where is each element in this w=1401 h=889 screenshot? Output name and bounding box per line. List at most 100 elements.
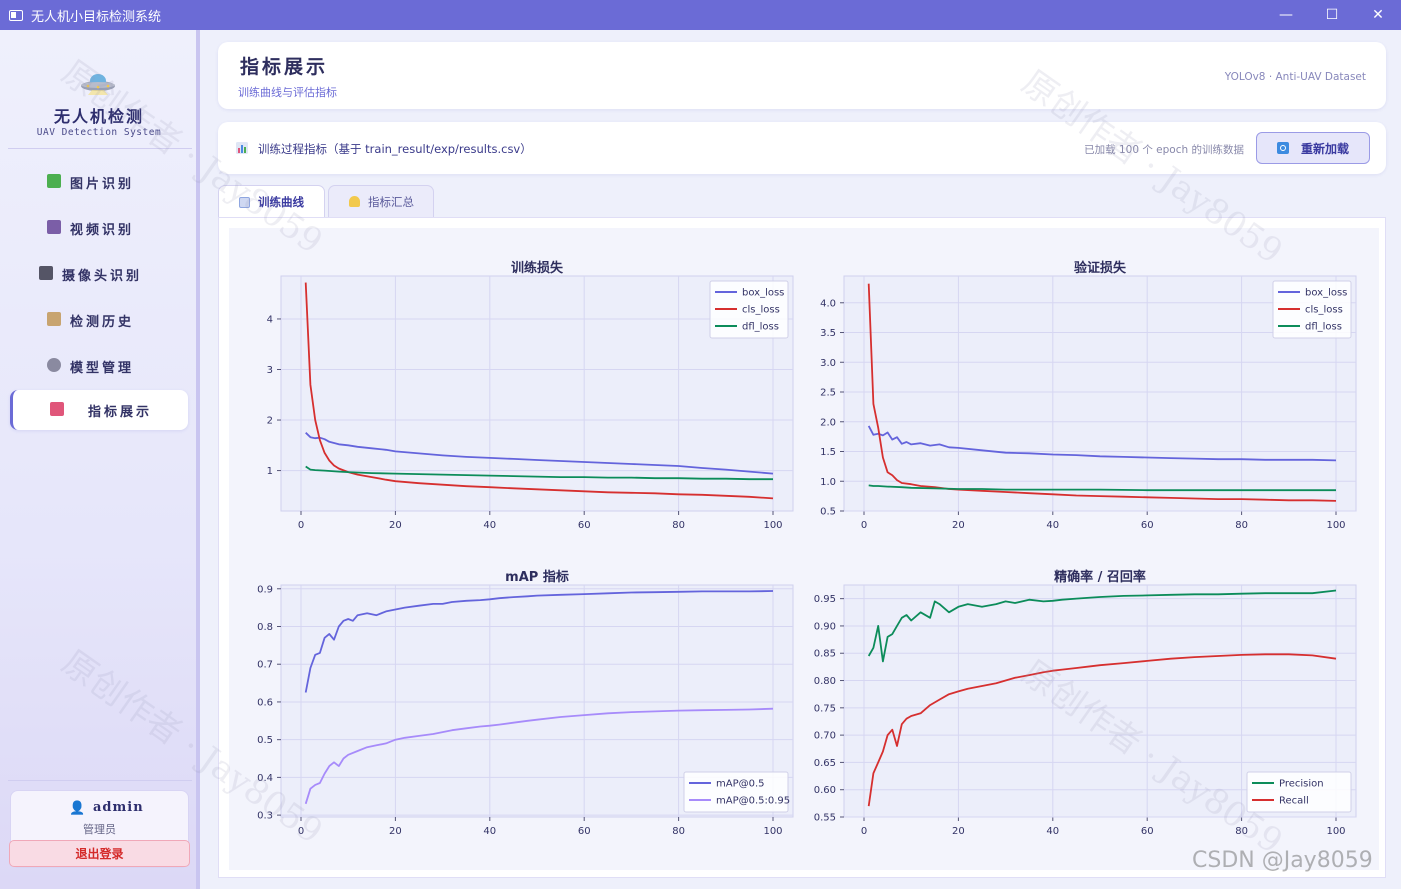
sidebar-item-history[interactable]: 检测历史 <box>10 300 188 340</box>
close-button[interactable]: ✕ <box>1372 7 1384 23</box>
legend-box <box>1272 280 1352 339</box>
series-line-Precision <box>867 589 1337 663</box>
sidebar: 无人机检测 UAV Detection System 图片识别 视频识别 摄像头… <box>0 30 200 889</box>
chart-title: 精确率 / 召回率 <box>1054 569 1146 585</box>
y-tick-label: 0.5 <box>257 735 273 746</box>
bar-chart-icon <box>50 402 64 416</box>
image-icon <box>47 174 61 188</box>
ufo-logo-icon <box>81 74 115 95</box>
x-tick-label: 80 <box>672 826 685 837</box>
toolbar-label: 训练过程指标（基于 train_result/exp/results.csv） <box>258 142 532 156</box>
y-tick-label: 0.8 <box>257 622 273 633</box>
chart-title: mAP 指标 <box>505 569 569 585</box>
x-tick-label: 60 <box>1141 826 1154 837</box>
y-tick-label: 0.95 <box>814 594 836 605</box>
y-tick-label: 2 <box>267 416 273 427</box>
series-line-dfl-loss <box>868 484 1336 492</box>
toolbar: 训练过程指标（基于 train_result/exp/results.csv） … <box>218 122 1386 174</box>
sidebar-item-model[interactable]: 模型管理 <box>10 346 188 386</box>
sidebar-item-label: 图片识别 <box>70 177 135 192</box>
chart-area: 0 20 40 60 80 100 1 2 3 4 训练损失 box_loss cls_loss dfl_… <box>229 228 1379 870</box>
x-tick-label: 0 <box>861 520 867 531</box>
legend-label: dfl_loss <box>1305 322 1342 333</box>
sidebar-item-image-detect[interactable]: 图片识别 <box>10 162 188 202</box>
tab-training-curves[interactable]: 训练曲线 <box>218 185 325 218</box>
sidebar-item-video-detect[interactable]: 视频识别 <box>10 208 188 248</box>
y-tick-label: 1 <box>267 466 273 477</box>
legend-label: box_loss <box>742 288 784 299</box>
y-tick-label: 3.0 <box>820 358 836 369</box>
y-tick-label: 2.0 <box>820 417 836 428</box>
legend-label: Precision <box>1279 779 1324 790</box>
x-tick-label: 20 <box>952 826 965 837</box>
legend-label: Recall <box>1279 796 1309 807</box>
x-tick-label: 60 <box>578 520 591 531</box>
reload-button[interactable]: 重新加载 <box>1256 132 1370 164</box>
camera-icon <box>39 266 53 280</box>
sidebar-item-label: 摄像头识别 <box>62 269 143 284</box>
chart-title: 验证损失 <box>1074 260 1127 276</box>
series-line-mAP-0-5-0-95 <box>304 707 774 805</box>
sidebar-item-metrics[interactable]: 指标展示 <box>10 390 188 430</box>
x-tick-label: 80 <box>1235 520 1248 531</box>
x-tick-label: 0 <box>861 826 867 837</box>
x-tick-label: 20 <box>952 520 965 531</box>
chart-title: 训练损失 <box>511 260 564 276</box>
y-tick-label: 0.5 <box>820 507 836 518</box>
legend-label: mAP@0.5 <box>716 779 765 790</box>
y-tick-label: 0.60 <box>814 785 836 796</box>
legend-label: mAP@0.5:0.95 <box>716 796 790 807</box>
legend-label: dfl_loss <box>742 322 779 333</box>
x-tick-label: 40 <box>483 826 496 837</box>
y-tick-label: 0.85 <box>814 649 836 660</box>
x-tick-label: 40 <box>1046 826 1059 837</box>
user-icon: 👤 <box>69 801 86 816</box>
tab-content: 0 20 40 60 80 100 1 2 3 4 训练损失 box_loss cls_loss dfl_… <box>218 217 1386 878</box>
maximize-button[interactable]: ☐ <box>1325 7 1339 23</box>
sidebar-item-label: 视频识别 <box>70 223 135 238</box>
bar-chart-icon <box>236 142 248 154</box>
page-title: 指标展示 <box>240 56 329 78</box>
x-tick-label: 80 <box>1235 826 1248 837</box>
logout-button[interactable]: 退出登录 <box>9 840 190 867</box>
tab-metrics-summary[interactable]: 指标汇总 <box>328 185 434 217</box>
trophy-icon <box>349 196 360 207</box>
x-tick-label: 20 <box>389 826 402 837</box>
model-dataset-label: YOLOv8 · Anti-UAV Dataset <box>1224 71 1366 83</box>
page-header: 指标展示 训练曲线与评估指标 YOLOv8 · Anti-UAV Dataset <box>218 42 1386 109</box>
csdn-watermark: CSDN @Jay8059 <box>1192 848 1373 873</box>
page-subtitle: 训练曲线与评估指标 <box>238 86 337 99</box>
legend-label: box_loss <box>1305 288 1347 299</box>
minimize-button[interactable]: — <box>1279 7 1293 23</box>
x-tick-label: 60 <box>578 826 591 837</box>
x-tick-label: 0 <box>298 826 304 837</box>
y-tick-label: 4 <box>267 314 273 325</box>
title-bar: 无人机小目标检测系统 — ☐ ✕ <box>0 0 1401 30</box>
sidebar-item-label: 模型管理 <box>70 361 135 376</box>
series-line-cls-loss <box>867 283 1337 502</box>
x-tick-label: 40 <box>1046 520 1059 531</box>
clipboard-icon <box>47 312 61 326</box>
x-tick-label: 100 <box>763 826 782 837</box>
app-subtitle: UAV Detection System <box>36 127 162 138</box>
y-tick-label: 0.90 <box>814 621 836 632</box>
x-tick-label: 80 <box>672 520 685 531</box>
legend-box <box>709 280 789 339</box>
y-tick-label: 0.3 <box>257 811 273 822</box>
x-tick-label: 100 <box>1326 826 1345 837</box>
y-tick-label: 0.75 <box>814 703 836 714</box>
window-title: 无人机小目标检测系统 <box>31 9 162 25</box>
legend-label: cls_loss <box>742 305 780 316</box>
y-tick-label: 0.80 <box>814 676 836 687</box>
sidebar-item-camera-detect[interactable]: 摄像头识别 <box>10 254 188 294</box>
user-card: 👤 admin 管理员 退出登录 <box>9 790 190 868</box>
x-tick-label: 60 <box>1141 520 1154 531</box>
y-tick-label: 0.55 <box>814 813 836 824</box>
y-tick-label: 2.5 <box>820 388 836 399</box>
refresh-icon <box>1276 142 1289 154</box>
series-line-box-loss <box>867 425 1337 462</box>
x-tick-label: 0 <box>298 520 304 531</box>
x-tick-label: 100 <box>763 520 782 531</box>
series-line-box-loss <box>305 432 774 475</box>
series-line-cls-loss <box>304 282 774 500</box>
